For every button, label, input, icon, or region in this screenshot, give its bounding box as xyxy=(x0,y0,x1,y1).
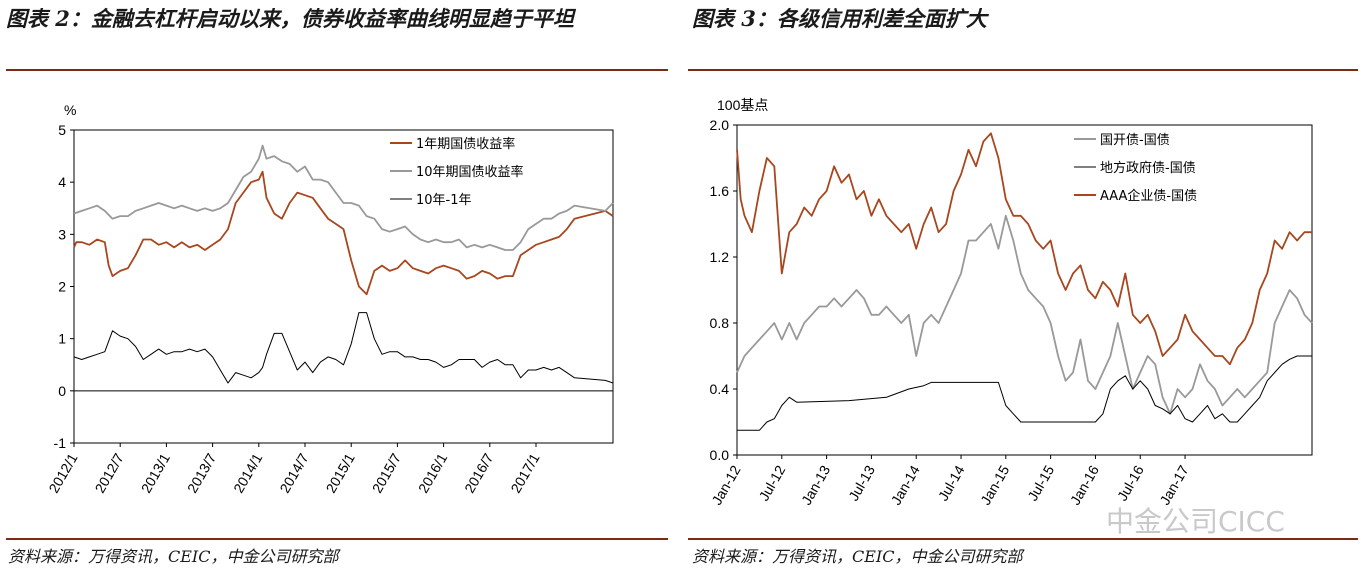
x-tick-label: Jul-12 xyxy=(755,462,788,503)
y-axis-unit-label: % xyxy=(64,102,76,118)
legend-label: 10年期国债收益率 xyxy=(416,164,524,180)
x-tick-label: Jan-16 xyxy=(1067,462,1102,507)
x-tick-label: Jan-12 xyxy=(708,462,743,507)
y-tick-label: 4 xyxy=(58,174,66,190)
plot-frame-1 xyxy=(736,124,1313,456)
y-tick-label: 2 xyxy=(58,279,66,295)
series-line-1-0 xyxy=(736,214,1313,415)
x-tick-label: Jan-15 xyxy=(977,462,1012,507)
x-tick-label: 2012/1 xyxy=(45,450,80,495)
x-tick-label: Jul-13 xyxy=(845,462,878,503)
left-source-note: 资料来源：万得资讯，CEIC，中金公司研究部 xyxy=(8,547,339,566)
right-source-note: 资料来源：万得资讯，CEIC，中金公司研究部 xyxy=(692,547,1023,566)
legend-label: 1年期国债收益率 xyxy=(416,136,515,152)
y-tick-label: 1 xyxy=(58,331,66,347)
x-tick-label: 2014/7 xyxy=(276,450,311,495)
x-tick-label: 2012/7 xyxy=(92,450,127,495)
x-tick-label: 2015/7 xyxy=(369,450,404,495)
y-tick-label: 0.0 xyxy=(710,447,730,463)
y-tick-label: 0 xyxy=(58,383,66,399)
y-tick-label: 3 xyxy=(58,226,66,242)
series-line-1-2 xyxy=(736,132,1312,366)
x-tick-label: Jan-14 xyxy=(888,462,923,507)
x-tick-label: 2015/1 xyxy=(323,450,358,495)
y-axis-unit-label: 100基点 xyxy=(717,97,768,113)
legend-label: AAA企业债-国债 xyxy=(1100,188,1197,204)
x-tick-label: 2013/1 xyxy=(138,450,173,495)
x-tick-label: 2016/7 xyxy=(461,450,496,495)
x-tick-label: Jul-15 xyxy=(1024,462,1057,503)
series-line-0-2 xyxy=(73,312,614,384)
x-tick-label: 2013/7 xyxy=(184,450,219,495)
y-tick-label: 2.0 xyxy=(710,117,730,133)
x-tick-label: 2017/1 xyxy=(507,450,542,495)
y-tick-label: 0.4 xyxy=(710,381,730,397)
x-tick-label: 2016/1 xyxy=(415,450,450,495)
y-tick-label: 0.8 xyxy=(710,315,730,331)
right-source-rule xyxy=(688,538,1358,540)
legend-label: 地方政府债-国债 xyxy=(1100,160,1196,176)
right-figure-title: 图表 3：各级信用利差全面扩大 xyxy=(692,6,987,31)
watermark: 中金公司CICC xyxy=(1106,505,1285,538)
left-source-rule xyxy=(6,538,668,540)
x-tick-label: Jul-14 xyxy=(935,462,968,503)
x-tick-label: Jan-13 xyxy=(798,462,833,507)
series-line-0-1 xyxy=(73,144,614,251)
y-tick-label: 5 xyxy=(58,122,66,138)
x-tick-label: 2014/1 xyxy=(230,450,265,495)
series-line-1-1 xyxy=(737,355,1312,431)
x-tick-label: Jul-16 xyxy=(1114,462,1147,503)
plot-frame-0 xyxy=(73,129,614,444)
y-tick-label: 1.6 xyxy=(710,183,730,199)
left-figure-title: 图表 2：金融去杠杆启动以来，债券收益率曲线明显趋于平坦 xyxy=(6,6,574,31)
legend-label: 10年-1年 xyxy=(416,193,472,208)
right-title-rule xyxy=(688,69,1358,71)
series-line-0-0 xyxy=(73,170,614,296)
y-tick-label: 1.2 xyxy=(710,249,730,265)
left-title-rule xyxy=(6,69,668,71)
legend-label: 国开债-国债 xyxy=(1100,133,1170,148)
y-tick-label: -1 xyxy=(54,435,67,451)
